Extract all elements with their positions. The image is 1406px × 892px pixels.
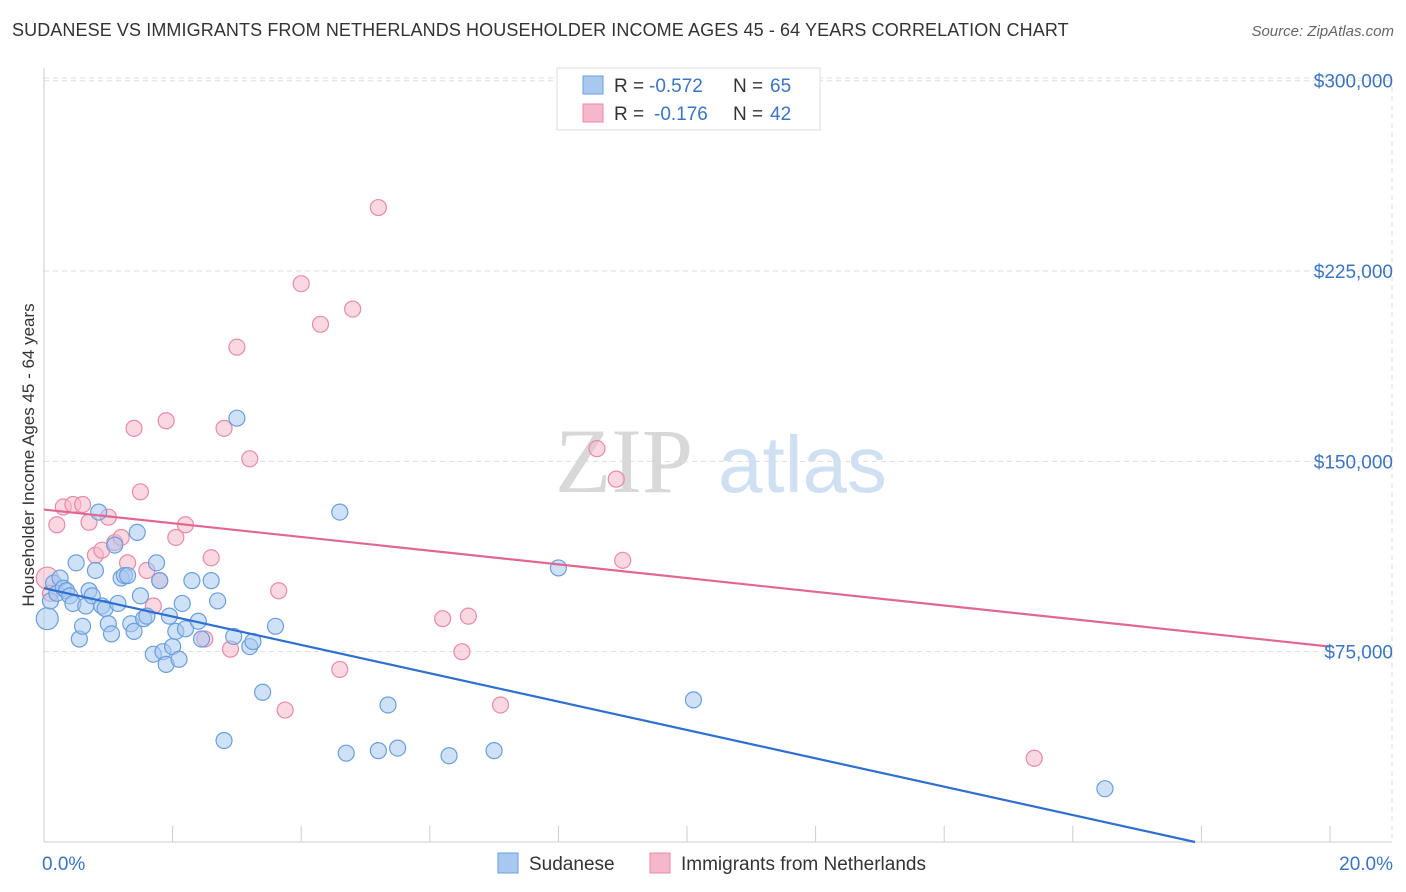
legend-swatch-netherlands — [582, 103, 604, 123]
legend-bottom-label-netherlands: Immigrants from Netherlands — [681, 854, 926, 875]
netherlands-point-30 — [311, 315, 330, 333]
sudanese-point-9 — [67, 554, 85, 572]
trend-line-netherlands — [43, 508, 1331, 648]
netherlands-point-37 — [491, 696, 510, 714]
legend-n-label-1: N = — [733, 76, 763, 97]
y-tick-label-1: $150,000 — [1314, 452, 1393, 473]
sudanese-point-33 — [147, 554, 166, 572]
netherlands-point-34 — [434, 610, 452, 628]
legend-swatch-sudanese — [582, 75, 604, 95]
legend-r-label-1: R = — [614, 76, 644, 97]
series-sudanese-points — [35, 409, 1114, 798]
chart-title: SUDANESE VS IMMIGRANTS FROM NETHERLANDS … — [12, 20, 1069, 40]
sudanese-point-57 — [369, 742, 387, 760]
sudanese-point-50 — [228, 409, 246, 427]
sudanese-point-55 — [331, 503, 349, 521]
axes — [43, 68, 1392, 843]
watermark-zip: ZIP — [555, 410, 693, 512]
netherlands-point-28 — [276, 701, 294, 719]
y-tick-label-3: $300,000 — [1314, 72, 1393, 93]
sudanese-point-16 — [90, 503, 108, 521]
netherlands-point-39 — [607, 470, 625, 488]
netherlands-point-33 — [369, 198, 387, 217]
netherlands-point-26 — [241, 450, 259, 468]
chart-source: Source: ZipAtlas.com — [1251, 23, 1394, 40]
sudanese-point-40 — [170, 650, 188, 668]
sudanese-point-62 — [549, 559, 568, 577]
sudanese-point-56 — [337, 744, 355, 762]
netherlands-point-18 — [157, 412, 175, 430]
legend-n-label-2: N = — [733, 104, 763, 125]
x-tick-labels: 0.0% 20.0% — [42, 854, 1393, 875]
netherlands-point-36 — [459, 607, 477, 625]
legend-bottom-swatch-sudanese — [497, 852, 519, 874]
sudanese-point-34 — [151, 572, 169, 590]
sudanese-point-48 — [215, 731, 233, 750]
sudanese-point-42 — [176, 620, 195, 638]
watermark-atlas: atlas — [718, 420, 887, 509]
netherlands-point-19 — [167, 528, 185, 547]
sudanese-point-54 — [266, 617, 285, 635]
legend-bottom-label-sudanese: Sudanese — [529, 854, 615, 875]
y-tick-labels: $75,000 $150,000 $225,000 $300,000 — [1314, 72, 1393, 664]
watermark: ZIP atlas — [555, 410, 887, 512]
legend-bottom: Sudanese Immigrants from Netherlands — [497, 852, 926, 875]
netherlands-point-22 — [202, 549, 220, 567]
netherlands-point-25 — [228, 338, 246, 356]
legend-r-value-2: -0.176 — [654, 104, 708, 125]
y-tick-label-2: $225,000 — [1314, 262, 1393, 283]
sudanese-point-43 — [183, 572, 201, 590]
grid-lines — [44, 77, 1393, 842]
sudanese-point-45 — [192, 630, 211, 648]
netherlands-point-32 — [344, 300, 362, 318]
sudanese-point-20 — [102, 625, 121, 643]
netherlands-point-5 — [73, 495, 92, 514]
sudanese-point-49 — [225, 627, 243, 646]
sudanese-point-29 — [131, 587, 150, 605]
sudanese-point-25 — [118, 566, 137, 585]
x-tick-label-1: 20.0% — [1339, 854, 1393, 875]
netherlands-point-2 — [48, 516, 66, 534]
sudanese-point-46 — [202, 572, 220, 590]
netherlands-point-38 — [588, 440, 606, 458]
sudanese-point-59 — [389, 739, 407, 757]
y-tick-label-0: $75,000 — [1324, 643, 1393, 664]
netherlands-point-27 — [270, 582, 288, 600]
netherlands-point-31 — [331, 660, 349, 679]
trend-line-sudanese — [43, 587, 1196, 844]
legend-n-value-2: 42 — [770, 104, 791, 125]
netherlands-point-14 — [131, 483, 150, 501]
trend-lines — [43, 508, 1331, 844]
sudanese-point-0 — [35, 607, 59, 631]
sudanese-point-11 — [73, 617, 92, 635]
legend-r-value-1: -0.572 — [649, 76, 703, 97]
sudanese-point-60 — [440, 747, 458, 765]
legend-bottom-swatch-netherlands — [649, 852, 671, 874]
series-netherlands-points — [35, 198, 1043, 767]
sudanese-point-41 — [173, 594, 191, 613]
legend-top: R = -0.572 N = 65 R = -0.176 N = 42 — [556, 67, 821, 131]
legend-r-label-2: R = — [614, 104, 644, 125]
netherlands-point-35 — [453, 643, 471, 661]
sudanese-point-63 — [684, 691, 703, 709]
x-tick-label-0: 0.0% — [42, 854, 85, 875]
sudanese-point-28 — [128, 523, 146, 542]
y-axis-label: Householder Income Ages 45 - 64 years — [19, 303, 38, 606]
sudanese-point-58 — [379, 696, 397, 714]
legend-n-value-1: 65 — [770, 76, 791, 97]
sudanese-point-21 — [106, 536, 124, 554]
sudanese-point-47 — [209, 592, 227, 610]
netherlands-point-41 — [1025, 749, 1043, 767]
netherlands-point-40 — [614, 551, 632, 569]
sudanese-point-27 — [125, 622, 143, 640]
netherlands-point-13 — [125, 419, 143, 437]
sudanese-point-53 — [254, 683, 272, 701]
netherlands-point-23 — [215, 419, 233, 437]
netherlands-point-29 — [292, 275, 310, 293]
sudanese-point-64 — [1096, 780, 1114, 798]
sudanese-point-61 — [485, 742, 503, 760]
sudanese-point-15 — [86, 561, 105, 580]
